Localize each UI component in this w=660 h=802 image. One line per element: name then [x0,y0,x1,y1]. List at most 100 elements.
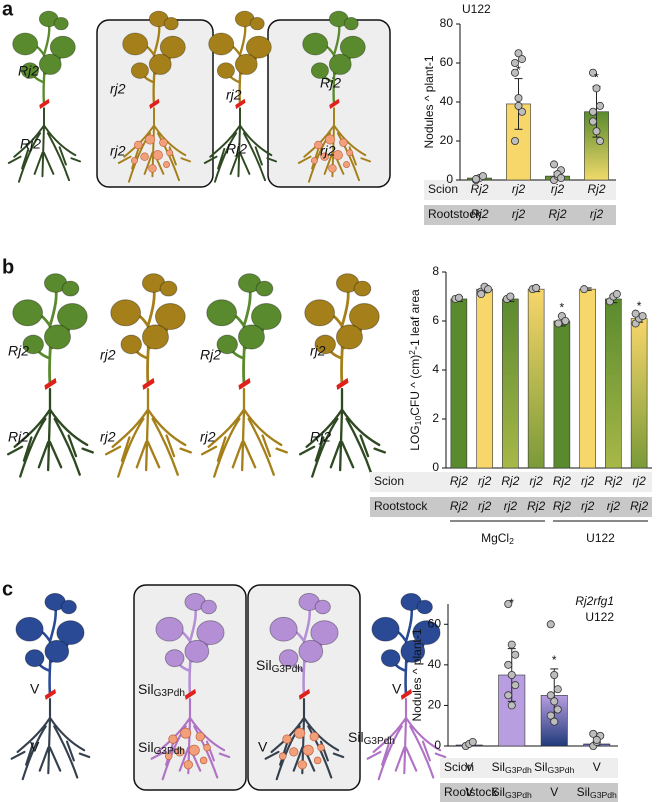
plant-label: SilG3Pdh [256,657,303,675]
data-point [589,68,598,77]
data-point [550,697,559,706]
text-part: Sil [138,681,154,697]
row-label: Rootstock [444,785,498,799]
scion-label: SilG3Pdh [492,760,532,775]
data-point [592,127,601,136]
text-part: Sil [492,760,505,774]
scion-label: V [465,760,473,774]
data-point [454,293,463,302]
data-point [471,175,480,184]
text-part: G3Pdh [505,765,532,775]
rootstock-label: Rj2 [450,499,468,513]
bar [527,288,545,469]
plant [298,272,386,478]
row-label: Rootstock [374,499,428,513]
text-part: LOG [408,425,422,450]
rootstock-label: rj2 [607,499,621,513]
plant-label: rj2 [100,429,116,445]
y-tick-label: 20 [428,698,442,712]
y-tick-label: 4 [432,362,439,376]
data-point [546,691,555,700]
scion-label: Rj2 [587,182,605,196]
plant-label: Rj2 [18,63,39,79]
rootstock-label: rj2 [512,207,526,221]
plant [10,592,91,781]
data-point [592,84,601,93]
data-point [504,600,513,609]
data-point [638,312,647,321]
plant-label: rj2 [320,143,336,159]
data-point [546,711,555,720]
significance-star: * [637,299,642,313]
group-label: U122 [586,531,615,545]
significance-star: * [552,653,557,667]
panel-letter: a [2,0,14,20]
bar [476,288,493,469]
group-label: MgCl2 [481,531,514,546]
data-point [507,640,516,649]
data-point [612,290,621,299]
plant-label: V [30,681,40,697]
data-point [478,172,487,181]
scion-row [440,758,618,778]
data-point [510,136,519,145]
chart-title: U122 [585,610,614,624]
data-point [589,107,598,116]
data-point [553,685,562,694]
panel-letter: c [2,578,13,600]
bar [579,288,596,469]
y-tick-label: 2 [432,411,439,425]
plant-label: Rj2 [8,429,29,445]
text-part: G3Pdh [364,736,395,747]
data-point [504,691,513,700]
plant-label: rj2 [200,429,216,445]
scion-label: rj2 [478,474,492,488]
scion-row [424,180,616,200]
plant [6,272,95,478]
text-part: 2 [509,536,514,546]
text-part: G3Pdh [547,765,574,775]
rootstock-label: SilG3Pdh [492,785,532,800]
data-point [596,136,605,145]
plant-label: rj2 [110,143,126,159]
y-tick-label: 8 [432,264,439,278]
rootstock-label: Rj2 [548,207,566,221]
scion-label: SilG3Pdh [534,760,574,775]
scion-label: V [593,760,601,774]
row-label: Scion [374,474,404,488]
y-axis-label: Nodules ^ plant-1 [422,55,436,148]
rootstock-label: rj2 [478,499,492,513]
text-part: G3Pdh [505,790,532,800]
data-point [507,671,516,680]
plant-label: rj2 [100,347,116,363]
row-label: Rootstock [428,207,482,221]
plant-label: SilG3Pdh [348,729,395,747]
significance-star: * [516,63,521,77]
bar [450,298,468,469]
scion-label: rj2 [529,474,543,488]
data-point [550,160,559,169]
y-tick-label: 6 [432,313,439,327]
data-point [557,174,566,183]
data-point [550,671,559,680]
rootstock-label: rj2 [590,207,604,221]
plant-label: SilG3Pdh [138,681,185,699]
data-point [561,316,570,325]
data-point [484,285,493,294]
y-tick-label: 0 [446,172,453,186]
text-part: Sil [138,739,154,755]
bar [502,298,519,469]
bar [553,320,571,469]
y-tick-label: 20 [440,133,454,147]
rootstock-label: SilG3Pdh [577,785,617,800]
rootstock-row [440,783,618,802]
bar [630,318,648,469]
data-point [514,49,523,58]
data-point [506,292,515,301]
data-point [546,620,555,629]
data-point [596,101,605,110]
rootstock-label: Rj2 [630,499,648,513]
data-point [477,290,486,299]
rootstock-label: Rj2 [527,499,545,513]
plant-label: Rj2 [8,343,29,359]
